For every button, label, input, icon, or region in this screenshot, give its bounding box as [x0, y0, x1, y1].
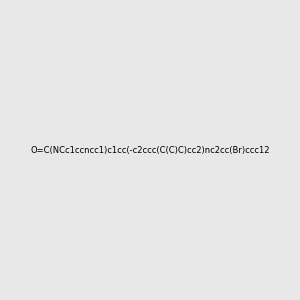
Text: O=C(NCc1ccncc1)c1cc(-c2ccc(C(C)C)cc2)nc2cc(Br)ccc12: O=C(NCc1ccncc1)c1cc(-c2ccc(C(C)C)cc2)nc2…	[30, 146, 270, 154]
